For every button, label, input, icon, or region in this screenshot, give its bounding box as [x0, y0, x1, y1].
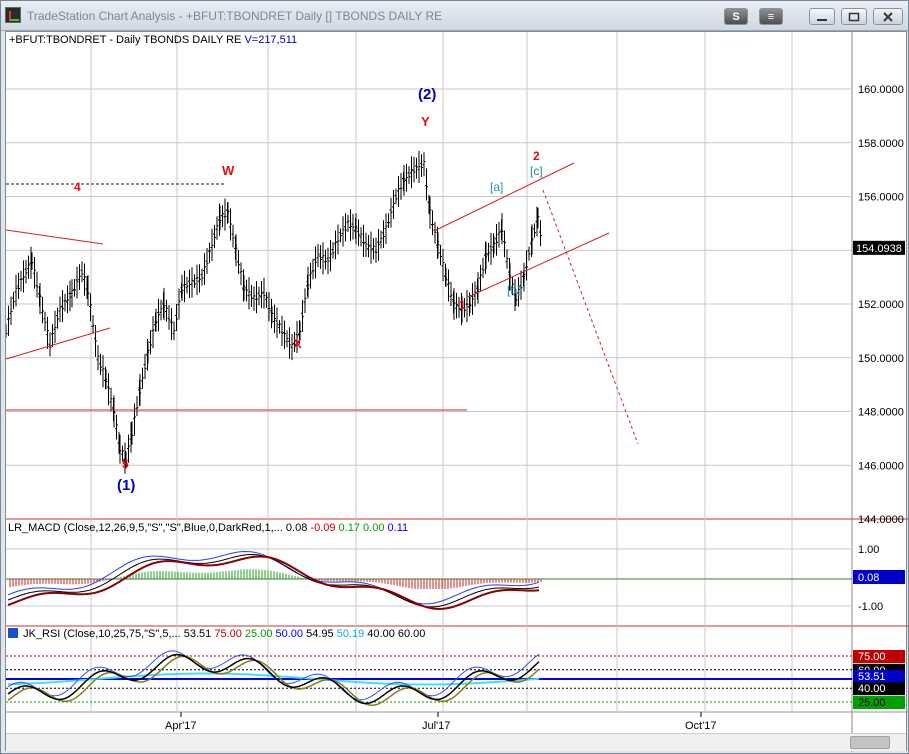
rsi-axis-box	[853, 696, 905, 709]
triangle-lower-line	[6, 327, 111, 360]
rsi-label-text: JK_RSI (Close,10,25,75,"S",5,...	[23, 628, 181, 640]
channel-upper-line	[433, 162, 575, 232]
macd-value-1: -0.09	[310, 522, 336, 534]
price-axis-label: 160.0000	[858, 84, 904, 96]
wave-label-1: 1	[459, 298, 466, 312]
last-price-label: 154.0938	[856, 243, 902, 255]
price-axis-label: 144.0000	[858, 514, 904, 526]
title-bar[interactable]: TradeStation Chart Analysis - +BFUT:TBON…	[1, 1, 908, 31]
rsi-axis-box	[853, 650, 905, 663]
macd-axis-label: -1.00	[858, 601, 883, 613]
rsi-axis-label: 25.00	[858, 697, 886, 709]
rsi-value-2: 25.00	[244, 628, 273, 640]
menu-list-label: ≡	[767, 10, 775, 23]
rsi-axis-box	[853, 669, 905, 683]
rsi-value-7: 60.00	[397, 628, 426, 640]
price-axis-label: 148.0000	[858, 407, 904, 419]
macd-value-2: 0.17	[338, 522, 360, 534]
macd-value-3: 0.00	[363, 522, 385, 534]
macd-label-text: LR_MACD (Close,12,26,9,5,"S","S",Blue,0,…	[8, 522, 283, 534]
rsi-axis-label: 40.00	[858, 683, 886, 695]
macd-value-0: 0.08	[285, 522, 308, 534]
symbol-label: +BFUT:TBONDRET - Daily TBONDS DAILY RE V…	[9, 34, 297, 46]
rsi-value-4: 54.95	[306, 628, 334, 640]
volume-text: V=217,511	[244, 34, 298, 46]
maximize-icon	[848, 12, 860, 21]
price-axis-label: 152.0000	[858, 299, 904, 311]
rsi-value-3: 50.00	[275, 628, 304, 640]
time-axis-label: Apr'17	[165, 720, 196, 732]
triangle-upper-line	[6, 229, 104, 245]
symbol-text: +BFUT:TBONDRET - Daily TBONDS DAILY RE	[9, 34, 242, 46]
rsi-signal-line	[7, 655, 540, 707]
price-axis-label: 156.0000	[858, 192, 904, 204]
close-button[interactable]	[873, 8, 903, 25]
chart-area[interactable]: 160.0000 158.0000 156.0000 152.0000 150.0000…	[5, 31, 908, 752]
last-price-box	[853, 240, 905, 255]
scrollbar-thumb[interactable]	[850, 736, 890, 749]
wave-label-w: W	[222, 163, 235, 178]
rsi-line	[7, 653, 540, 705]
symbol-link-label: S	[732, 10, 740, 23]
macd-label[interactable]: LR_MACD (Close,12,26,9,5,"S","S",Blue,0,…	[8, 522, 408, 534]
close-icon	[883, 11, 893, 22]
macd-axis-label: 1.00	[858, 544, 879, 556]
menu-list-button[interactable]: ≡	[759, 8, 783, 25]
wave-label-5: 5	[122, 457, 129, 471]
macd-value-box	[853, 570, 905, 584]
time-axis-label: Oct'17	[685, 720, 716, 732]
chart-canvas[interactable]: 160.0000 158.0000 156.0000 152.0000 150.0000…	[6, 32, 908, 752]
indicator-icon	[8, 628, 18, 638]
rsi-axis-box	[853, 682, 905, 696]
wave-label-4: 4	[74, 180, 81, 194]
maximize-button[interactable]	[841, 8, 867, 25]
rsi-label[interactable]: JK_RSI (Close,10,25,75,"S",5,... 53.51 7…	[8, 628, 425, 640]
wave-label-b: [b]	[507, 283, 520, 297]
wave-label-a: [a]	[490, 180, 503, 194]
channel-lower-line	[467, 232, 610, 298]
rsi-value-0: 53.51	[183, 628, 212, 640]
price-axis-label: 158.0000	[858, 138, 904, 150]
price-axis-label: 146.0000	[858, 460, 904, 472]
app-icon	[5, 7, 21, 23]
wave-label-c: [c]	[530, 164, 543, 178]
wave-label-y: Y	[421, 114, 430, 129]
rsi-value-1: 75.00	[214, 628, 242, 640]
wave-label-paren-2: (2)	[418, 86, 436, 103]
rsi-value-5: 50.19	[336, 628, 365, 640]
wave-label-x: X	[293, 336, 302, 351]
macd-value-4: 0.11	[387, 522, 409, 534]
time-axis-label: Jul'17	[422, 720, 450, 732]
macd-value-box-label: 0.08	[858, 572, 879, 584]
rsi-value-6: 40.00	[367, 628, 395, 640]
price-axis-label: 150.0000	[858, 353, 904, 365]
wave-label-paren-1: (1)	[117, 477, 135, 494]
projection-dashed-line	[542, 189, 639, 445]
minimize-button[interactable]	[809, 8, 835, 25]
rsi-axis-label: 75.00	[858, 651, 886, 663]
symbol-link-button[interactable]: S	[724, 8, 748, 25]
minimize-icon	[817, 18, 827, 21]
horizontal-scrollbar[interactable]	[6, 733, 906, 751]
window-title: TradeStation Chart Analysis - +BFUT:TBON…	[27, 9, 443, 23]
macd-signal-line	[7, 555, 540, 610]
wave-label-2: 2	[533, 149, 540, 163]
rsi-axis-label: 53.51	[858, 671, 886, 683]
